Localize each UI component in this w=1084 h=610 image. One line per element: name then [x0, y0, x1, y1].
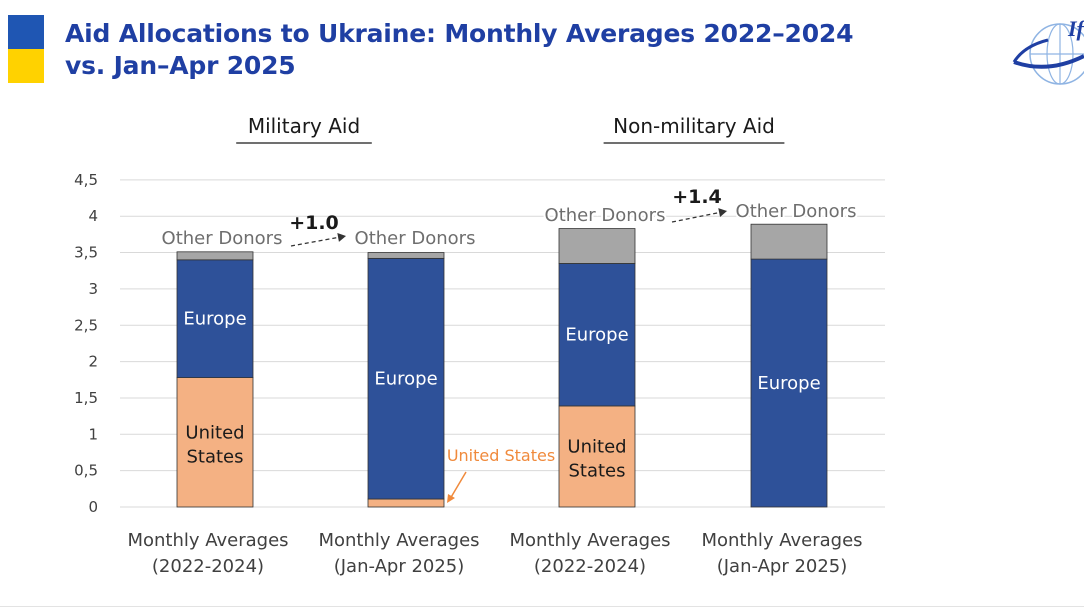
x-category-label: (2022-2024): [152, 556, 264, 577]
bar-segment: [176, 377, 254, 508]
bar-segment: [558, 263, 636, 407]
segment-label-other-donors: Other Donors: [162, 228, 283, 249]
united-states-callout: United States: [447, 446, 555, 465]
segment-label-europe: Europe: [565, 325, 628, 346]
bar-segment: [176, 251, 254, 261]
y-tick-label: 3,5: [74, 244, 98, 262]
change-label: +1.4: [672, 186, 722, 208]
change-label: +1.0: [289, 212, 339, 234]
bar-segment: [367, 252, 445, 259]
bar-segment: [176, 259, 254, 378]
x-category-label: Monthly Averages: [318, 530, 479, 551]
segment-label-united-states: United: [567, 436, 626, 457]
flag-yellow-stripe: [8, 49, 44, 83]
y-tick-label: 4,5: [74, 171, 98, 189]
title-line-1: Aid Allocations to Ukraine: Monthly Aver…: [65, 19, 854, 48]
bar-segment: [750, 223, 828, 260]
change-arrow-head: [718, 208, 727, 217]
y-tick-label: 4: [88, 207, 98, 225]
y-tick-label: 3: [88, 280, 98, 298]
page-title: Aid Allocations to Ukraine: Monthly Aver…: [65, 18, 965, 82]
y-tick-label: 2,5: [74, 316, 98, 334]
x-category-label: Monthly Averages: [127, 530, 288, 551]
change-arrow: [671, 210, 728, 223]
segment-label-other-donors: Other Donors: [736, 201, 857, 222]
change-arrow: [290, 235, 347, 247]
flag-blue-stripe: [8, 15, 44, 49]
bar-segment: [558, 228, 636, 264]
bar-segment: [558, 405, 636, 508]
y-tick-label: 0: [88, 498, 98, 516]
title-line-2: vs. Jan–Apr 2025: [65, 51, 296, 80]
y-tick-label: 2: [88, 353, 98, 371]
y-tick-label: 1,5: [74, 389, 98, 407]
segment-label-united-states: States: [186, 446, 243, 467]
segment-label-united-states: States: [568, 460, 625, 481]
x-category-label: Monthly Averages: [509, 530, 670, 551]
y-tick-label: 1: [88, 425, 98, 443]
bar-segment: [367, 498, 445, 508]
change-arrow-head: [337, 233, 346, 242]
x-category-label: (Jan-Apr 2025): [717, 556, 848, 577]
logo-text: IfW: [1067, 16, 1084, 41]
globe-logo-icon: IfW: [1012, 16, 1084, 85]
bar-segment: [750, 258, 828, 508]
footer-divider: [0, 606, 1084, 607]
segment-label-europe: Europe: [757, 373, 820, 394]
x-category-label: (2022-2024): [534, 556, 646, 577]
segment-label-europe: Europe: [374, 369, 437, 390]
panel-title: Non-military Aid: [613, 114, 775, 138]
united-states-callout-arrow-head: [447, 494, 455, 503]
panel-title: Military Aid: [248, 114, 360, 138]
bar-segment: [367, 257, 445, 500]
segment-label-other-donors: Other Donors: [355, 228, 476, 249]
united-states-callout-arrow: [449, 471, 467, 500]
segment-label-united-states: United: [185, 422, 244, 443]
x-category-label: Monthly Averages: [701, 530, 862, 551]
x-category-label: (Jan-Apr 2025): [334, 556, 465, 577]
segment-label-europe: Europe: [183, 309, 246, 330]
segment-label-other-donors: Other Donors: [545, 205, 666, 226]
y-tick-label: 0,5: [74, 462, 98, 480]
